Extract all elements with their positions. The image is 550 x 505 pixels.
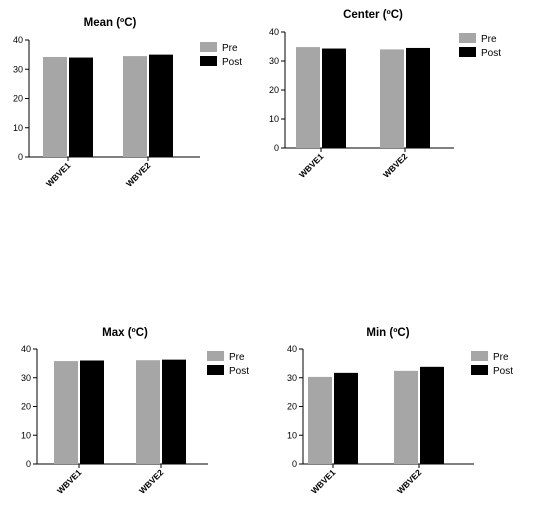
legend-swatch-pre xyxy=(471,351,488,361)
legend-label-post: Post xyxy=(481,48,501,59)
bar-post-wbve2 xyxy=(420,366,444,464)
bar-pre-wbve2 xyxy=(394,370,418,464)
chart-svg-min: Min (ºC) 0 10 20 30 40 WBVE1 WBVE2 Pre Post xyxy=(287,327,513,496)
y-tick-label: 20 xyxy=(21,402,31,412)
y-tick-label: 0 xyxy=(18,152,23,162)
y-tick-label: 40 xyxy=(21,344,31,354)
bar-post-wbve2 xyxy=(162,359,186,464)
chart-title: Min (ºC) xyxy=(366,327,409,339)
legend-label-pre: Pre xyxy=(229,352,245,363)
chart-title: Center (ºC) xyxy=(343,9,403,21)
bar-pre-wbve2 xyxy=(136,360,160,464)
y-tick-label: 40 xyxy=(287,344,297,354)
y-tick-label: 30 xyxy=(21,373,31,383)
y-tick-label: 30 xyxy=(269,56,279,66)
legend-swatch-pre xyxy=(207,351,224,361)
x-category-label: WBVE2 xyxy=(124,160,153,189)
chart-panel-mean: Mean (ºC) 0 10 20 30 40 WBVE1 WBVE2 Pre Post xyxy=(0,0,275,252)
chart-svg-max: Max (ºC) 0 10 20 30 40 WBVE1 WBVE2 Pre Post xyxy=(21,327,249,496)
x-category-label: WBVE2 xyxy=(137,467,166,496)
y-tick-label: 10 xyxy=(21,430,31,440)
legend-label-post: Post xyxy=(229,366,249,377)
bar-pre-wbve2 xyxy=(380,49,404,148)
y-tick-label: 0 xyxy=(292,459,297,469)
legend-label-pre: Pre xyxy=(493,352,509,363)
legend-label-post: Post xyxy=(493,366,513,377)
legend-swatch-post xyxy=(459,47,476,57)
chart-svg-center: Center (ºC) 0 10 20 30 40 WBVE1 WBVE2 Pre Post xyxy=(269,9,501,180)
bar-pre-wbve2 xyxy=(123,56,147,157)
y-tick-label: 30 xyxy=(13,64,23,74)
x-category-label: WBVE1 xyxy=(55,467,84,496)
y-tick-label: 10 xyxy=(13,123,23,133)
legend-swatch-pre xyxy=(200,42,217,52)
legend-swatch-pre xyxy=(459,33,476,43)
y-tick-label: 0 xyxy=(26,459,31,469)
y-tick-label: 10 xyxy=(287,430,297,440)
x-category-label: WBVE1 xyxy=(297,151,326,180)
y-tick-label: 40 xyxy=(269,27,279,37)
bar-pre-wbve1 xyxy=(296,47,320,148)
y-tick-label: 30 xyxy=(287,373,297,383)
chart-panel-min: Min (ºC) 0 10 20 30 40 WBVE1 WBVE2 Pre Post xyxy=(275,252,550,504)
chart-title: Mean (ºC) xyxy=(84,17,137,29)
y-tick-label: 20 xyxy=(13,94,23,104)
bar-post-wbve1 xyxy=(334,372,358,464)
bar-pre-wbve1 xyxy=(308,376,332,464)
y-tick-label: 20 xyxy=(269,85,279,95)
chart-title: Max (ºC) xyxy=(102,327,148,339)
x-category-label: WBVE1 xyxy=(44,160,73,189)
legend-swatch-post xyxy=(200,56,217,66)
x-category-label: WBVE2 xyxy=(395,467,424,496)
legend-swatch-post xyxy=(471,365,488,375)
bar-pre-wbve1 xyxy=(43,56,67,158)
bar-post-wbve1 xyxy=(322,48,346,148)
y-tick-label: 0 xyxy=(274,143,279,153)
legend-label-pre: Pre xyxy=(222,43,238,54)
bar-post-wbve1 xyxy=(69,57,93,157)
bar-post-wbve2 xyxy=(149,54,173,157)
y-tick-label: 10 xyxy=(269,114,279,124)
y-tick-label: 20 xyxy=(287,402,297,412)
bar-post-wbve2 xyxy=(406,47,430,149)
legend-label-post: Post xyxy=(222,57,242,68)
legend-swatch-post xyxy=(207,365,224,375)
bar-post-wbve1 xyxy=(80,360,104,464)
chart-panel-center: Center (ºC) 0 10 20 30 40 WBVE1 WBVE2 Pre Post xyxy=(269,0,550,252)
x-category-label: WBVE1 xyxy=(309,467,338,496)
legend-label-pre: Pre xyxy=(481,34,497,45)
chart-svg-mean: Mean (ºC) 0 10 20 30 40 WBVE1 WBVE2 Pre Post xyxy=(13,17,242,189)
bar-pre-wbve1 xyxy=(54,361,78,464)
y-tick-label: 40 xyxy=(13,35,23,45)
chart-panel-max: Max (ºC) 0 10 20 30 40 WBVE1 WBVE2 Pre Post xyxy=(0,252,275,504)
x-category-label: WBVE2 xyxy=(381,151,410,180)
